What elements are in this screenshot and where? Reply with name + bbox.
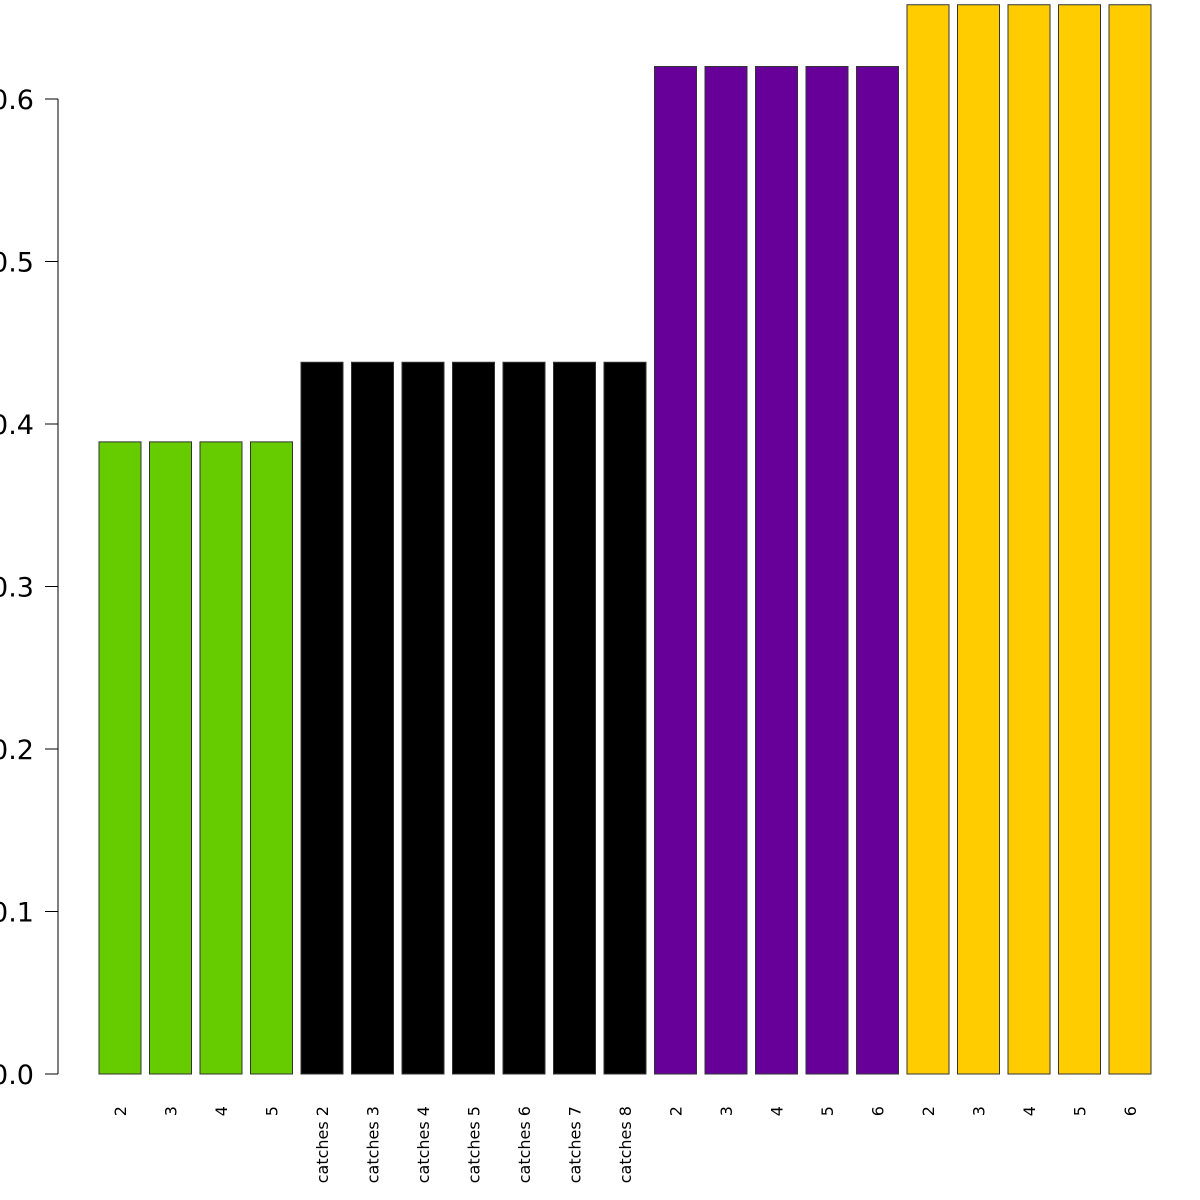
x-tick-label: catches 5 bbox=[465, 1106, 484, 1183]
bars bbox=[98, 4, 1152, 1075]
bar bbox=[351, 361, 394, 1075]
x-tick-label: catches 6 bbox=[515, 1106, 534, 1183]
x-tick-label: 5 bbox=[263, 1106, 282, 1116]
x-tick-label: catches 7 bbox=[566, 1106, 585, 1183]
x-tick-label: catches 8 bbox=[616, 1106, 635, 1183]
bar bbox=[957, 4, 1000, 1075]
bar bbox=[1058, 4, 1101, 1075]
x-tick-label: 6 bbox=[1121, 1106, 1140, 1116]
x-tick-label: 2 bbox=[111, 1106, 130, 1116]
bar bbox=[502, 361, 546, 1075]
bar bbox=[1007, 4, 1051, 1075]
bar bbox=[906, 4, 950, 1075]
y-axis: 0.0 0.1 0.2 0.3 0.4 0.5 0.6 bbox=[0, 85, 59, 1091]
y-tick-label: 0.1 bbox=[0, 898, 34, 929]
x-tick-label: 4 bbox=[212, 1106, 231, 1116]
y-tick-label: 0.4 bbox=[0, 410, 34, 441]
x-tick-label: 5 bbox=[818, 1106, 837, 1116]
bar bbox=[805, 66, 849, 1075]
y-tick-label: 0.2 bbox=[0, 735, 34, 766]
bar bbox=[452, 361, 495, 1075]
x-tick-label: catches 3 bbox=[364, 1106, 383, 1183]
y-tick-label: 0.5 bbox=[0, 248, 34, 279]
bar bbox=[704, 66, 748, 1075]
x-tick-label: 3 bbox=[162, 1106, 181, 1116]
x-tick-label: 4 bbox=[768, 1106, 787, 1116]
bar bbox=[603, 361, 647, 1075]
bar bbox=[199, 441, 243, 1075]
bar bbox=[755, 66, 798, 1075]
bar bbox=[250, 441, 293, 1075]
x-tick-label: 3 bbox=[717, 1106, 736, 1116]
bar bbox=[300, 361, 344, 1075]
x-tick-label: 5 bbox=[1071, 1106, 1090, 1116]
y-tick-label: 0.6 bbox=[0, 85, 34, 116]
x-tick-label: 3 bbox=[970, 1106, 989, 1116]
bar bbox=[1108, 4, 1152, 1075]
x-tick-label: 2 bbox=[919, 1106, 938, 1116]
x-axis-labels: 2 3 4 5 catches 2 catches 3 catches 4 catches 5… bbox=[111, 1106, 1140, 1183]
bar bbox=[401, 361, 445, 1075]
x-tick-label: 2 bbox=[667, 1106, 686, 1116]
bar bbox=[654, 66, 697, 1075]
bar bbox=[553, 361, 596, 1075]
y-tick-label: 0.0 bbox=[0, 1060, 34, 1091]
x-tick-label: 6 bbox=[869, 1106, 888, 1116]
x-tick-label: catches 2 bbox=[313, 1106, 332, 1183]
bar bbox=[98, 441, 142, 1075]
x-tick-label: 4 bbox=[1020, 1106, 1039, 1116]
y-tick-label: 0.3 bbox=[0, 573, 34, 604]
bar bbox=[149, 441, 192, 1075]
bar bbox=[856, 66, 899, 1075]
x-tick-label: catches 4 bbox=[414, 1106, 433, 1183]
